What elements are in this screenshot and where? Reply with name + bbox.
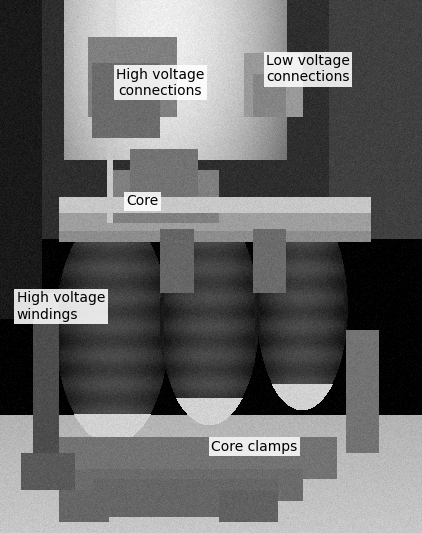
Text: Core: Core xyxy=(127,195,159,208)
Text: High voltage
connections: High voltage connections xyxy=(116,68,205,98)
Text: High voltage
windings: High voltage windings xyxy=(17,292,105,321)
Text: Core clamps: Core clamps xyxy=(211,440,297,454)
Text: Low voltage
connections: Low voltage connections xyxy=(266,54,350,84)
